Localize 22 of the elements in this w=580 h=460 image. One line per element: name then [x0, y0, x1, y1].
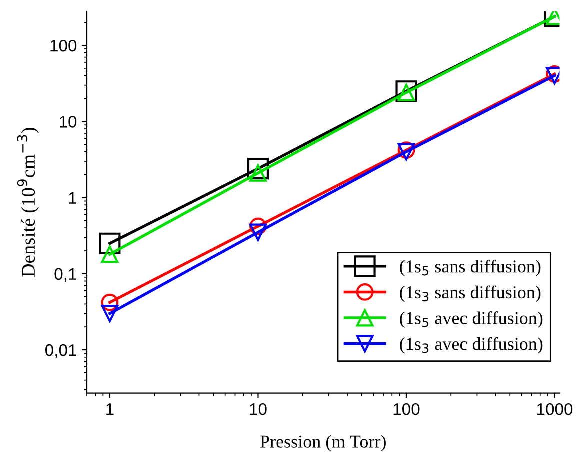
- point: [99, 232, 121, 254]
- x-tick-label: 1000: [537, 403, 573, 416]
- point: [101, 294, 119, 312]
- legend-label: (1s$_{5}$ avec diffusion): [400, 312, 543, 328]
- y-tick-label: 0,01: [45, 344, 76, 358]
- legend-label: (1s$_{3}$ sans diffusion): [400, 286, 541, 302]
- x-axis-title: Pression (m Torr): [260, 435, 386, 452]
- x-tick-label: 10: [250, 403, 267, 416]
- point: [250, 224, 267, 242]
- y-tick-label: 100: [50, 40, 77, 52]
- point: [101, 246, 119, 264]
- legend-label: (1s$_{3}$ avec diffusion): [400, 337, 543, 354]
- y-tick-label: 10: [60, 116, 77, 128]
- point: [247, 158, 269, 180]
- point: [250, 218, 267, 236]
- point: [101, 305, 119, 322]
- x-tick-label: 100: [394, 403, 420, 416]
- y-tick-label: 1: [69, 192, 76, 204]
- y-axis-title: Densité (10$^{9}$cm$^{−3}$): [17, 128, 39, 278]
- x-tick-label: 1: [106, 404, 114, 416]
- legend-label: (1s$_{5}$ sans diffusion): [400, 260, 541, 276]
- y-tick-label: 0,1: [54, 268, 76, 282]
